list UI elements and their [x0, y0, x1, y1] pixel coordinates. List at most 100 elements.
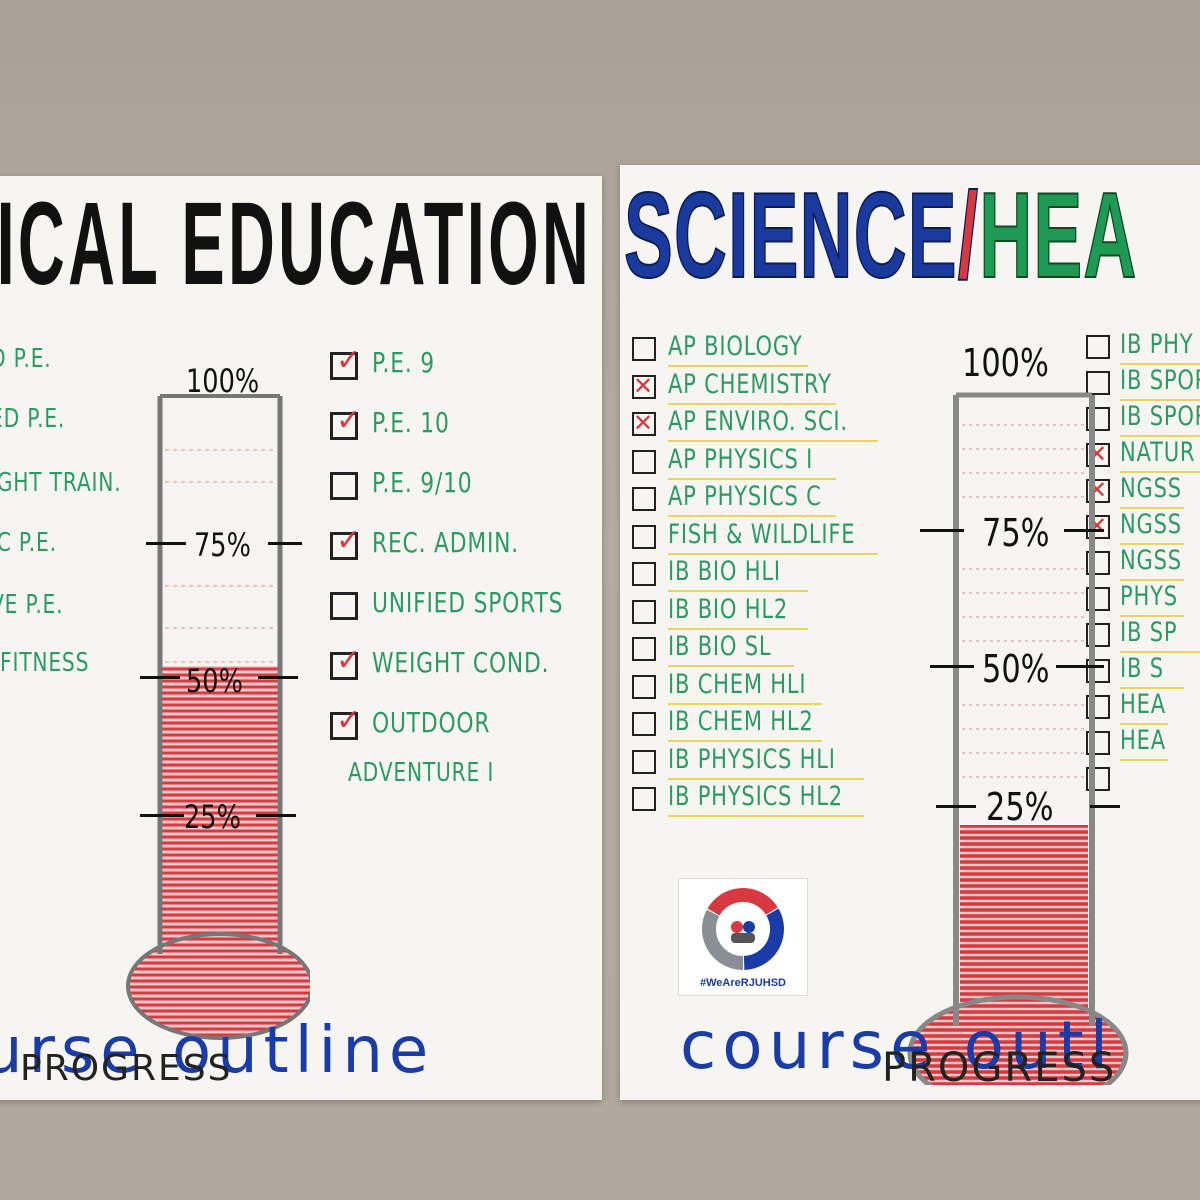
course-label: HEA [1120, 689, 1166, 720]
course-checkbox[interactable] [632, 374, 656, 399]
course-checkbox[interactable] [330, 712, 358, 740]
x-mark-icon: ✕ [633, 409, 654, 437]
science-label-50: 50% [982, 647, 1050, 691]
course-label: IB S [1120, 653, 1164, 684]
course-label: FISH & WILDLIFE [668, 518, 856, 550]
course-checkbox[interactable] [632, 449, 656, 474]
course-checkbox[interactable] [1086, 551, 1110, 575]
pe-left-item: VE P.E. [0, 590, 64, 620]
course-underline [1120, 399, 1200, 401]
course-underline [668, 815, 864, 817]
pe-tick-25-right [256, 814, 296, 817]
course-label: IB PHYSICS HL2 [668, 781, 844, 812]
course-label: NATUR [1120, 437, 1196, 468]
course-label: WEIGHT COND. [372, 646, 550, 679]
pe-thermometer-bulb [126, 932, 310, 1040]
science-tick-50 [930, 665, 974, 668]
course-checkbox[interactable] [632, 599, 656, 624]
course-checkbox[interactable] [1086, 767, 1110, 791]
course-label: NGSS [1120, 545, 1182, 576]
check-mark-icon: ✓ [336, 643, 362, 678]
course-checkbox[interactable] [1086, 623, 1110, 647]
course-label: AP BIOLOGY [668, 331, 803, 362]
title-health: HEA [979, 166, 1138, 304]
x-mark-icon: ✕ [633, 371, 654, 400]
district-logo: #WeAreRJUHSD [678, 878, 808, 996]
course-checkbox[interactable] [632, 712, 656, 736]
course-checkbox[interactable] [1086, 407, 1110, 431]
course-underline [668, 665, 794, 667]
poster-title: SCIENCE/HEA [623, 165, 1138, 305]
course-checkbox[interactable] [1086, 479, 1110, 503]
course-checkbox[interactable] [330, 412, 358, 440]
course-underline [668, 440, 878, 442]
course-checkbox[interactable] [330, 532, 358, 560]
course-underline [668, 402, 836, 405]
course-underline [1120, 435, 1200, 437]
course-checkbox[interactable] [632, 674, 656, 699]
course-checkbox[interactable] [330, 652, 358, 680]
course-checkbox[interactable] [632, 787, 656, 811]
course-checkbox[interactable] [330, 472, 358, 500]
course-underline [668, 702, 822, 705]
course-label: IB PHYSICS HLI [668, 743, 836, 775]
course-checkbox[interactable] [1086, 659, 1110, 683]
course-underline [668, 590, 808, 592]
pe-course-continued: ADVENTURE I [348, 758, 495, 788]
science-label-100: 100% [962, 341, 1049, 385]
course-underline [668, 477, 836, 480]
pe-thermometer [126, 394, 310, 1040]
science-tick-25 [936, 805, 976, 808]
check-mark-icon: ✓ [336, 343, 362, 378]
course-checkbox[interactable] [1086, 443, 1110, 467]
title-science: SCIENCE [623, 166, 958, 304]
course-label: REC. ADMIN. [372, 526, 520, 559]
footer-progress: PROGRESS [882, 1045, 1117, 1091]
pe-tick-50 [140, 676, 180, 679]
course-label: IB BIO HL2 [668, 593, 789, 625]
course-checkbox[interactable] [632, 337, 656, 361]
course-checkbox[interactable] [330, 352, 358, 380]
footer-course-outline: urse outline [0, 1014, 435, 1088]
course-underline [668, 777, 864, 780]
course-checkbox[interactable] [632, 749, 656, 774]
course-underline [1120, 507, 1184, 509]
course-checkbox[interactable] [632, 487, 656, 511]
course-underline [668, 627, 808, 630]
course-label: UNIFIED SPORTS [372, 586, 564, 619]
course-checkbox[interactable] [1086, 731, 1110, 755]
check-mark-icon: ✓ [336, 523, 362, 558]
course-checkbox[interactable] [1086, 587, 1110, 611]
science-tick-75 [920, 529, 964, 532]
course-label: IB CHEM HLI [668, 668, 807, 700]
pe-tick-50-right [258, 676, 298, 679]
course-underline [1120, 579, 1184, 581]
course-checkbox[interactable] [632, 524, 656, 549]
course-checkbox[interactable] [632, 412, 656, 436]
course-checkbox[interactable] [632, 637, 656, 661]
pe-label-25: 25% [184, 798, 241, 836]
science-label-25: 25% [986, 785, 1054, 829]
course-checkbox[interactable] [632, 562, 656, 586]
engage-assess-design-logo-icon [702, 888, 784, 970]
course-checkbox[interactable] [330, 592, 358, 620]
course-checkbox[interactable] [1086, 371, 1110, 395]
course-label: P.E. 10 [372, 406, 450, 439]
course-underline [1120, 723, 1168, 725]
pe-left-item: D P.E. [0, 344, 52, 374]
footer-progress: PROGRESS [20, 1048, 233, 1089]
title-slash: / [957, 166, 980, 304]
pe-left-item: IC P.E. [0, 528, 57, 558]
course-checkbox[interactable] [1086, 695, 1110, 719]
pe-label-100: 100% [186, 362, 260, 400]
course-label: IB SPOR [1120, 365, 1200, 396]
course-checkbox[interactable] [1086, 515, 1110, 539]
course-checkbox[interactable] [1086, 335, 1110, 359]
course-label: AP PHYSICS I [668, 443, 814, 475]
course-underline [1120, 687, 1184, 689]
course-underline [1120, 471, 1200, 473]
course-label: AP PHYSICS C [668, 481, 822, 512]
check-mark-icon: ✓ [336, 703, 362, 738]
course-underline [1120, 759, 1168, 761]
course-underline [1120, 651, 1200, 653]
